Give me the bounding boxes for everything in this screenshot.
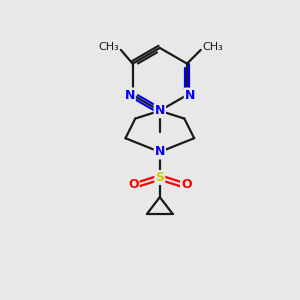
Text: O: O xyxy=(128,178,139,191)
Text: N: N xyxy=(124,88,135,101)
Text: N: N xyxy=(154,104,165,117)
Text: S: S xyxy=(155,171,164,184)
Text: CH₃: CH₃ xyxy=(203,42,224,52)
Text: O: O xyxy=(181,178,192,191)
Text: CH₃: CH₃ xyxy=(98,42,119,52)
Text: N: N xyxy=(185,88,195,101)
Text: N: N xyxy=(154,146,165,158)
